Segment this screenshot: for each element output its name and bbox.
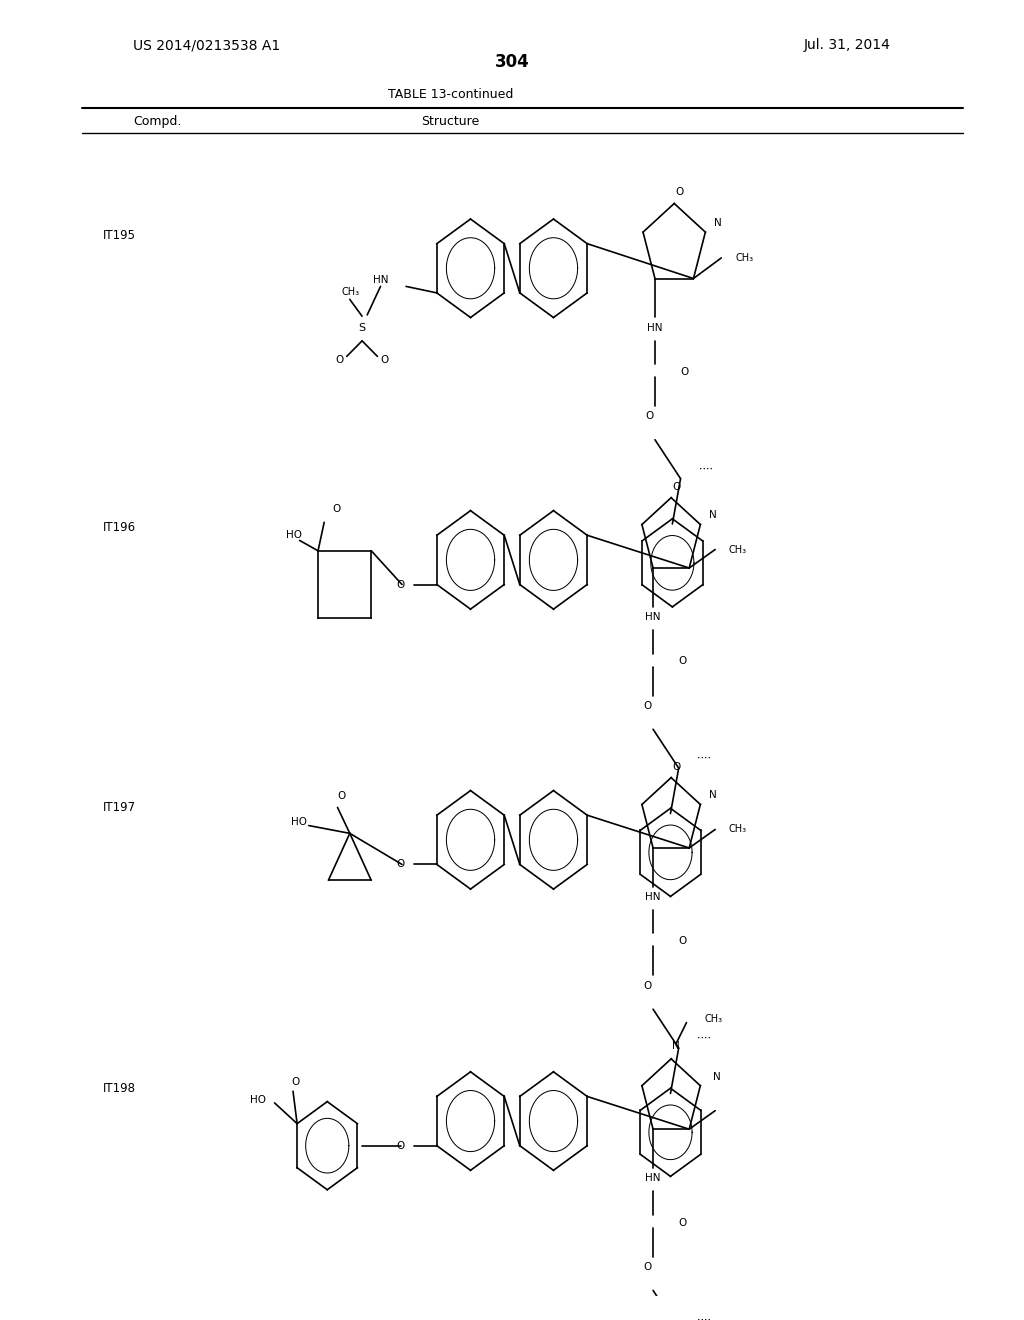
Text: N: N [709, 791, 717, 800]
Text: HO: HO [291, 817, 307, 826]
Text: HO: HO [286, 531, 302, 540]
Text: O: O [644, 981, 652, 991]
Text: O: O [644, 1262, 652, 1272]
Text: O: O [679, 936, 687, 946]
Text: O: O [397, 859, 406, 870]
Text: HO: HO [251, 1096, 266, 1105]
Text: US 2014/0213538 A1: US 2014/0213538 A1 [133, 38, 281, 53]
Text: O: O [672, 762, 680, 772]
Text: N: N [673, 1041, 680, 1051]
Text: O: O [381, 355, 389, 366]
Text: HN: HN [647, 323, 663, 333]
Text: HN: HN [645, 1173, 660, 1184]
Text: N: N [709, 511, 717, 520]
Text: O: O [291, 1077, 299, 1088]
Text: O: O [679, 1217, 687, 1228]
Text: Jul. 31, 2014: Jul. 31, 2014 [804, 38, 891, 53]
Text: O: O [644, 701, 652, 711]
Text: HN: HN [645, 892, 660, 902]
Text: O: O [679, 656, 687, 667]
Text: O: O [681, 367, 689, 376]
Text: CH₃: CH₃ [735, 253, 754, 263]
Text: CH₃: CH₃ [728, 825, 746, 834]
Text: CH₃: CH₃ [342, 286, 360, 297]
Text: IT195: IT195 [102, 230, 135, 243]
Text: S: S [358, 323, 366, 333]
Text: O: O [672, 482, 680, 492]
Text: ····: ···· [699, 465, 713, 474]
Text: Structure: Structure [422, 115, 479, 128]
Text: CH₃: CH₃ [705, 1014, 723, 1024]
Text: 304: 304 [495, 53, 529, 71]
Text: ····: ···· [697, 754, 711, 764]
Text: O: O [646, 412, 654, 421]
Text: N: N [713, 1072, 721, 1081]
Text: O: O [397, 579, 406, 590]
Text: CH₃: CH₃ [728, 545, 746, 554]
Text: ····: ···· [697, 1034, 711, 1044]
Text: O: O [338, 791, 346, 801]
Text: N: N [714, 218, 722, 228]
Text: O: O [336, 355, 344, 366]
Text: HN: HN [373, 275, 389, 285]
Text: O: O [675, 187, 683, 197]
Text: O: O [397, 1140, 406, 1151]
Text: O: O [333, 504, 341, 515]
Text: TABLE 13-continued: TABLE 13-continued [388, 88, 513, 102]
Text: HN: HN [645, 612, 660, 622]
Text: ····: ···· [697, 1315, 711, 1320]
Text: Compd.: Compd. [133, 115, 181, 128]
Text: IT197: IT197 [102, 801, 135, 814]
Text: IT196: IT196 [102, 521, 135, 535]
Text: IT198: IT198 [102, 1082, 135, 1096]
